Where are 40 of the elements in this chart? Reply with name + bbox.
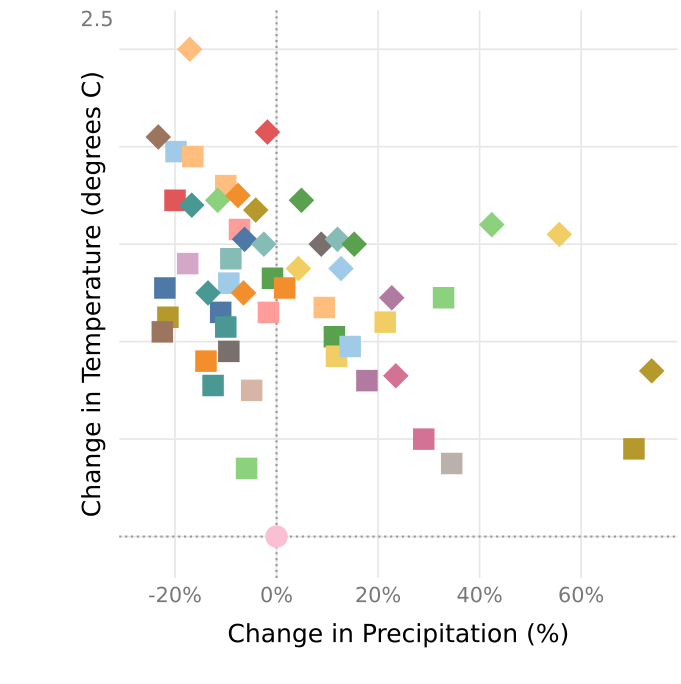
point [145,124,172,150]
point [258,302,280,324]
point [413,428,435,450]
point [341,231,368,257]
y-axis-title: Change in Temperature (degrees C) [81,73,106,516]
point [176,252,198,274]
point [288,188,314,214]
point [152,321,174,343]
point [339,336,361,358]
x-tick-label: -20% [149,586,201,602]
point [232,226,258,252]
point [154,277,176,299]
point [286,256,312,282]
point [383,362,409,389]
x-axis-title: Change in Precipitation (%) [228,623,568,648]
point [314,296,336,318]
point [546,222,572,248]
point [254,119,280,145]
point [265,525,288,548]
point [251,231,277,257]
point [324,226,350,252]
x-tick-label: 20% [356,586,400,602]
point [204,188,230,214]
point [182,146,204,168]
x-tick-label: 60% [559,586,604,602]
point [356,370,378,392]
point [440,452,462,474]
x-tick-label: 40% [457,586,502,602]
point [240,380,262,402]
point [178,192,205,218]
point [218,340,240,362]
point [195,280,221,306]
point [225,182,251,208]
x-tick-label: 0% [261,586,292,602]
point [242,197,269,223]
point [638,358,665,384]
point [378,284,405,311]
text: 2.5 [82,10,112,26]
point [478,212,505,238]
point [230,280,256,306]
